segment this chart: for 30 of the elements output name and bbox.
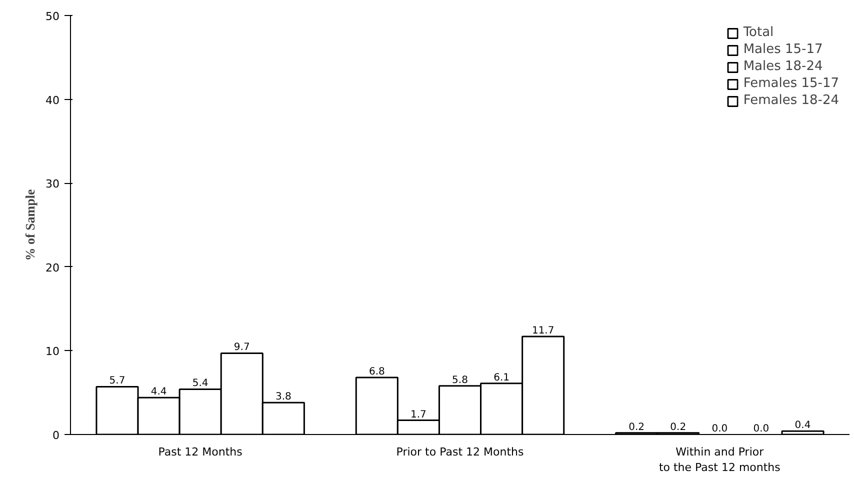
legend-label: Total <box>743 25 774 40</box>
data-label: 6.8 <box>368 366 385 378</box>
x-tick-label: Prior to Past 12 Months <box>396 446 524 458</box>
data-label: 11.7 <box>532 325 554 336</box>
y-tick-label: 40 <box>46 94 60 107</box>
data-label: 6.1 <box>494 372 510 384</box>
data-label: 0.4 <box>794 420 811 432</box>
data-label: 0.2 <box>670 422 686 433</box>
data-label: 5.4 <box>192 378 208 390</box>
legend-label: Females 18-24 <box>743 93 839 108</box>
data-label: 9.7 <box>234 342 250 354</box>
data-label: 0.0 <box>712 424 728 434</box>
data-label: 0.0 <box>753 424 770 434</box>
data-label: 0.2 <box>628 422 645 433</box>
data-label: 5.7 <box>109 376 126 387</box>
y-tick-label: 50 <box>46 10 60 23</box>
data-label: 4.4 <box>150 386 167 398</box>
y-tick-label: 30 <box>46 178 60 191</box>
y-tick-label: 10 <box>46 345 60 358</box>
legend-label: Males 18-24 <box>743 59 823 74</box>
x-tick-label: Past 12 Months <box>158 446 243 458</box>
data-label: 1.7 <box>410 409 426 420</box>
y-tick-label: 0 <box>52 429 60 442</box>
data-label: 5.8 <box>452 374 468 386</box>
y-tick-label: 20 <box>46 261 60 274</box>
legend-label: Males 15-17 <box>743 42 823 57</box>
legend-label: Females 15-17 <box>743 76 839 91</box>
data-label: 3.8 <box>275 392 292 403</box>
x-tick-label: Within and Prior to the Past 12 months <box>658 446 781 474</box>
y-axis-title: % of Sample <box>22 189 38 261</box>
